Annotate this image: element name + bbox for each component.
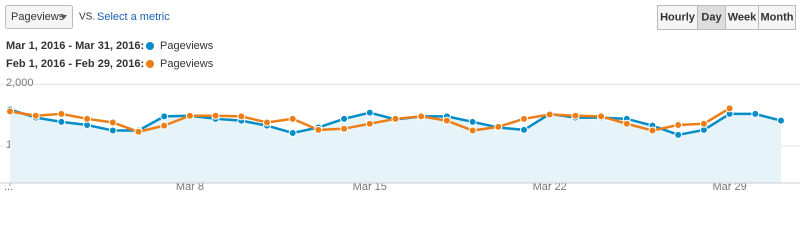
data-point[interactable] xyxy=(699,119,708,128)
data-point[interactable] xyxy=(108,118,117,127)
granularity-button[interactable] xyxy=(697,5,726,30)
data-point[interactable] xyxy=(674,120,683,129)
legend-swatch xyxy=(146,60,154,68)
area xyxy=(10,109,781,183)
granularity-button-label: Hourly xyxy=(660,11,696,23)
metric-dropdown-label: Pageviews xyxy=(11,11,65,23)
data-point[interactable] xyxy=(31,111,40,120)
data-point[interactable] xyxy=(160,112,169,121)
legend-label: Pageviews xyxy=(160,58,214,70)
legend-range: Mar 1, 2016 - Mar 31, 2016: xyxy=(6,40,144,52)
data-point[interactable] xyxy=(134,127,143,136)
data-point[interactable] xyxy=(494,122,503,131)
metric-dropdown[interactable] xyxy=(5,5,73,29)
x-tick-label: Mar 22 xyxy=(533,181,567,193)
data-point[interactable] xyxy=(571,111,580,120)
granularity-button-label: Week xyxy=(728,11,757,23)
data-point[interactable] xyxy=(263,118,271,127)
data-point[interactable] xyxy=(442,116,451,125)
granularity-buttons: Hourly Day Week Month xyxy=(657,5,796,30)
legend-label: Pageviews xyxy=(160,40,214,52)
data-point[interactable] xyxy=(365,119,374,128)
analytics-panel: Pageviews VS. Select a metric Hourly Day W… xyxy=(0,5,800,193)
data-point[interactable] xyxy=(288,129,297,138)
data-point[interactable] xyxy=(83,114,92,123)
x-tick-label: ... xyxy=(4,181,13,193)
data-point[interactable] xyxy=(288,114,297,123)
select-metric-link[interactable]: Select a metric xyxy=(97,11,170,23)
data-point[interactable] xyxy=(314,125,323,134)
data-point[interactable] xyxy=(185,111,194,120)
legend-range: Feb 1, 2016 - Feb 29, 2016: xyxy=(6,58,144,70)
vs-label: VS. xyxy=(79,12,95,23)
dropdown-arrow xyxy=(61,15,67,19)
data-point[interactable] xyxy=(57,117,66,126)
data-point[interactable] xyxy=(648,126,657,135)
legend: Mar 1, 2016 - Mar 31, 2016: Pageviews Feb … xyxy=(6,40,214,70)
data-point[interactable] xyxy=(160,121,169,130)
granularity-button[interactable] xyxy=(657,5,698,30)
y-tick-label: 2,000 xyxy=(6,77,34,89)
data-point[interactable] xyxy=(57,109,66,118)
data-point[interactable] xyxy=(417,112,426,121)
granularity-button-label: Day xyxy=(701,11,722,23)
data-point[interactable] xyxy=(365,108,374,117)
x-tick-label: Mar 8 xyxy=(176,181,204,193)
data-point[interactable] xyxy=(622,119,631,128)
data-point[interactable] xyxy=(391,114,400,123)
granularity-button[interactable] xyxy=(725,5,759,30)
data-point[interactable] xyxy=(545,110,554,119)
data-point[interactable] xyxy=(520,125,528,134)
x-tick-label: Mar 29 xyxy=(712,181,746,193)
data-point[interactable] xyxy=(237,112,246,121)
x-tick-label: Mar 15 xyxy=(353,181,387,193)
data-point[interactable] xyxy=(340,124,349,133)
data-point[interactable] xyxy=(468,126,477,135)
data-point[interactable] xyxy=(108,126,117,135)
data-point[interactable] xyxy=(751,109,760,118)
data-point[interactable] xyxy=(6,107,14,116)
data-point[interactable] xyxy=(725,104,734,113)
data-point[interactable] xyxy=(520,114,528,123)
data-point[interactable] xyxy=(597,112,606,121)
data-point[interactable] xyxy=(777,116,785,125)
data-point[interactable] xyxy=(211,111,220,120)
data-point[interactable] xyxy=(674,130,683,139)
legend-swatch xyxy=(146,42,154,50)
granularity-button[interactable] xyxy=(758,5,796,30)
granularity-button-label: Month xyxy=(761,11,794,23)
data-point[interactable] xyxy=(468,117,477,126)
data-point[interactable] xyxy=(340,114,349,123)
